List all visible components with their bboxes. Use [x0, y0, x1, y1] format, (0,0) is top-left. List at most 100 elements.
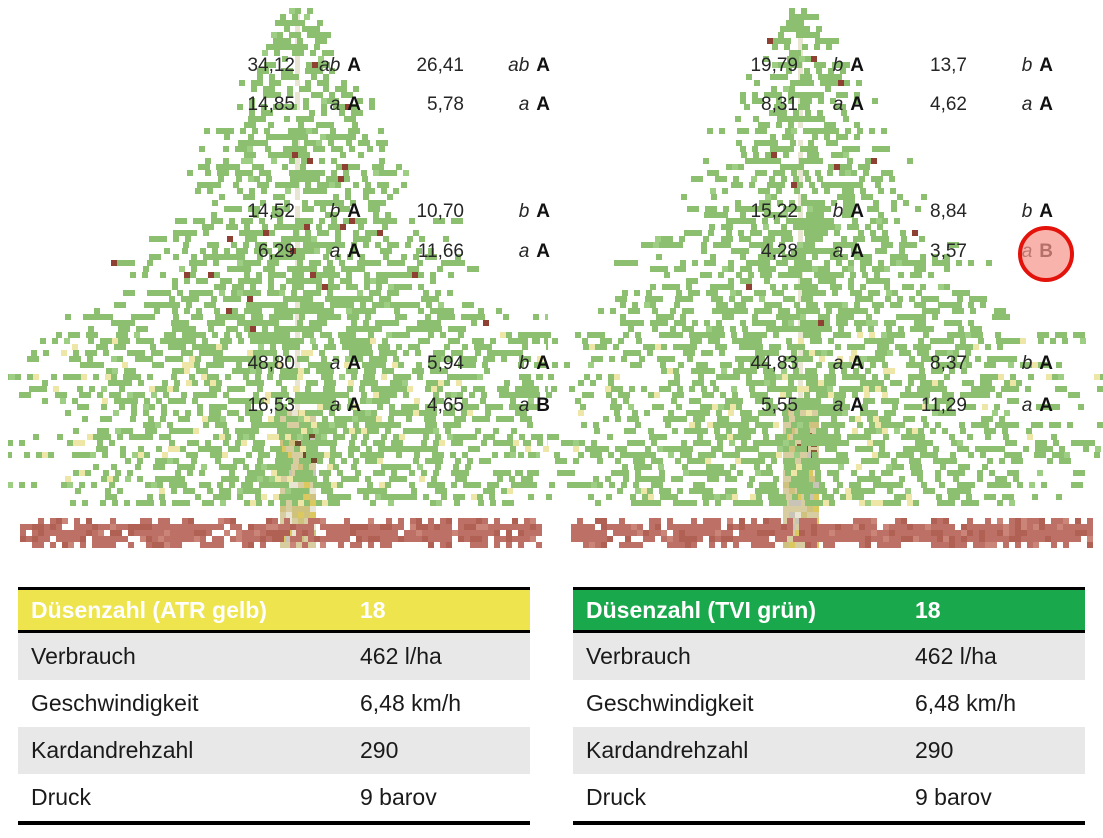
row-value: 290	[360, 737, 399, 763]
significance-letters: ab A	[319, 55, 361, 76]
row-label: Geschwindigkeit	[586, 690, 754, 716]
table-header-label: Düsenzahl (ATR gelb)	[31, 596, 267, 623]
deposition-value: 8,31	[761, 94, 798, 115]
table-header-label: Düsenzahl (TVI grün)	[586, 596, 816, 623]
table-row: Kardandrehzahl 290	[18, 727, 530, 774]
row-value: 462 l/ha	[360, 643, 442, 669]
table-row: Geschwindigkeit 6,48 km/h	[573, 680, 1085, 727]
deposition-value: 11,66	[417, 241, 464, 262]
deposition-value: 34,12	[247, 55, 295, 76]
table-row: Druck 9 barov	[18, 774, 530, 821]
deposition-value: 8,37	[930, 353, 967, 374]
highlight-circle-icon	[1018, 226, 1074, 282]
row-label: Verbrauch	[586, 643, 691, 669]
deposition-value: 44,83	[750, 353, 798, 374]
deposition-value: 26,41	[416, 55, 464, 76]
deposition-value: 4,28	[761, 241, 798, 262]
deposition-label: 34,12 ab A	[221, 56, 361, 76]
deposition-value: 5,94	[427, 353, 464, 374]
deposition-value: 10,70	[416, 201, 464, 222]
significance-letters: ab A	[508, 55, 550, 76]
deposition-value: 48,80	[247, 353, 295, 374]
table-row: Verbrauch 462 l/ha	[573, 633, 1085, 680]
row-value: 462 l/ha	[915, 643, 997, 669]
deposition-value: 13,7	[930, 55, 967, 76]
deposition-value: 4,62	[930, 94, 967, 115]
deposition-label: 26,41 ab A	[390, 56, 550, 76]
deposition-value: 14,85	[247, 94, 295, 115]
row-value: 6,48 km/h	[915, 690, 1016, 716]
deposition-value: 15,22	[750, 201, 798, 222]
row-value: 9 barov	[360, 784, 437, 810]
row-label: Geschwindigkeit	[31, 690, 199, 716]
row-label: Kardandrehzahl	[586, 737, 749, 763]
tree-pixel-art	[1, 0, 603, 563]
tree-pixel-art	[497, 0, 1103, 563]
deposition-value: 16,53	[247, 395, 295, 416]
table-row: Kardandrehzahl 290	[573, 727, 1085, 774]
table-header-value: 18	[915, 596, 941, 623]
parameter-table-tvi-gruen: Düsenzahl (TVI grün) 18 Verbrauch 462 l/…	[573, 587, 1085, 825]
row-value: 290	[915, 737, 954, 763]
row-label: Druck	[586, 784, 647, 810]
table-header-value: 18	[360, 596, 386, 623]
row-value: 9 barov	[915, 784, 992, 810]
parameter-table-atr-gelb: Düsenzahl (ATR gelb) 18 Verbrauch 462 l/…	[18, 587, 530, 825]
deposition-value: 4,65	[427, 395, 464, 416]
deposition-value: 5,78	[427, 94, 464, 115]
table-row: Geschwindigkeit 6,48 km/h	[18, 680, 530, 727]
deposition-value: 3,57	[930, 241, 967, 262]
deposition-value: 14,52	[247, 201, 295, 222]
deposition-value: 19,79	[750, 55, 798, 76]
table-header: Düsenzahl (ATR gelb) 18	[18, 590, 530, 633]
deposition-value: 8,84	[930, 201, 967, 222]
row-label: Druck	[31, 784, 92, 810]
row-label: Kardandrehzahl	[31, 737, 194, 763]
table-header: Düsenzahl (TVI grün) 18	[573, 590, 1085, 633]
deposition-value: 11,29	[920, 395, 967, 416]
